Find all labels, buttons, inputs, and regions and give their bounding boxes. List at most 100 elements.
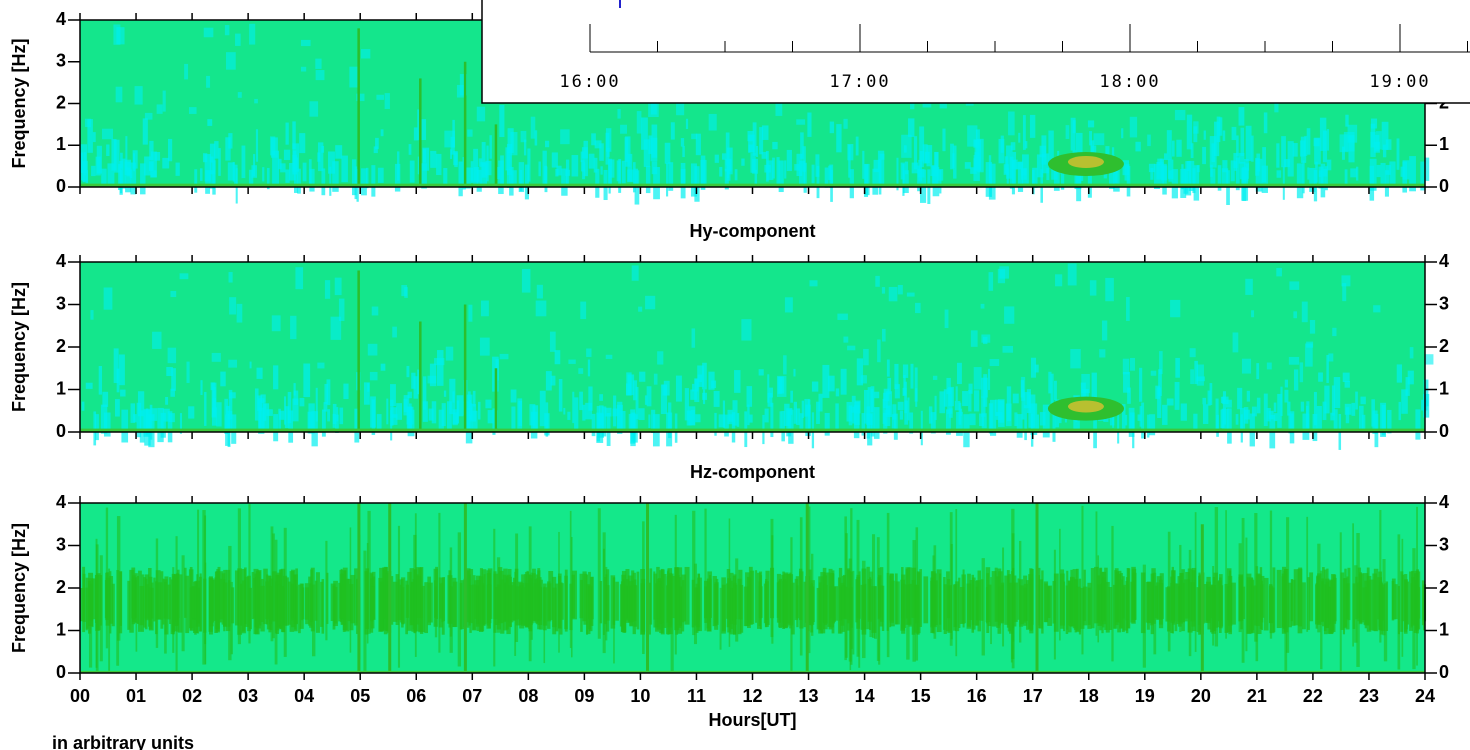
y-axis-label: Frequency [Hz]	[9, 523, 29, 653]
spectrogram-cell	[134, 86, 143, 105]
spectrogram-cell	[1309, 320, 1316, 334]
spectrogram-cell	[989, 359, 1000, 367]
spectrogram-cell	[332, 403, 337, 424]
spectrogram-cell	[102, 128, 113, 140]
spectrogram-spike	[172, 567, 175, 653]
spectrogram-cell	[1402, 160, 1410, 180]
spectrogram-cell	[1297, 568, 1303, 634]
spectrogram-cell	[1222, 391, 1227, 425]
spectrogram-cell	[1263, 393, 1268, 427]
spectrogram-cell	[917, 165, 921, 192]
spectrogram-cell	[1403, 579, 1408, 634]
spectrogram-cell	[151, 582, 154, 619]
spectrogram-spike	[366, 542, 369, 644]
spectrogram-cell	[920, 410, 923, 446]
spectrogram-cell	[288, 581, 292, 625]
spectrogram-cell	[767, 374, 770, 403]
spectrogram-cell	[492, 408, 496, 435]
spectrogram-cell	[1065, 125, 1070, 139]
spectrogram-cell	[1276, 569, 1282, 629]
spectrogram-cell	[1237, 387, 1243, 410]
spectrogram-cell	[188, 406, 195, 419]
spectrogram-cell	[922, 102, 932, 108]
spectrogram-cell	[892, 404, 897, 420]
spectrogram-cell	[864, 164, 869, 197]
spectrogram-cell	[1017, 578, 1020, 620]
spectrogram-cell	[1382, 144, 1387, 158]
spectrogram-spike	[670, 573, 674, 672]
spectrogram-cell	[1117, 413, 1120, 444]
spectrogram-cell	[956, 362, 962, 385]
spectrogram-cell	[109, 571, 112, 634]
spectrogram-event	[1067, 400, 1104, 413]
spectrogram-cell	[612, 408, 619, 417]
spectrogram-cell	[645, 295, 656, 310]
spectrogram-spike	[1010, 571, 1013, 663]
x-tick-label: 14	[855, 686, 875, 706]
spectrogram-cell	[1342, 372, 1350, 382]
spectrogram-cell	[167, 584, 171, 620]
spectrogram-cell	[1006, 386, 1012, 422]
spectrogram-cell	[539, 579, 543, 630]
spectrogram-cell	[496, 166, 501, 180]
spectrogram-cell	[103, 412, 111, 437]
spectrogram-cell	[376, 414, 382, 431]
spectrogram-cell	[909, 412, 914, 434]
spectrogram-cell	[1328, 579, 1333, 635]
spectrogram-cell	[120, 389, 126, 397]
spectrogram-cell	[1287, 582, 1292, 628]
spectrogram-cell	[621, 160, 626, 184]
spectrogram-cell	[942, 128, 946, 152]
spectrogram-spike	[558, 531, 560, 653]
spectrogram-cell	[408, 144, 412, 155]
spectrogram-panel: 0 0 1 1 2 2 3 3 4 4 Frequency [Hz] Hy-component	[9, 221, 1449, 450]
spectrogram-cell	[554, 350, 561, 365]
spectrogram-cell	[1129, 116, 1138, 138]
spectrogram-cell	[1245, 163, 1250, 171]
spectrogram-cell	[149, 161, 154, 172]
spectrogram-cell	[380, 363, 386, 371]
spectrogram-cell	[1245, 125, 1252, 161]
spectrogram-cell	[829, 121, 835, 134]
spectrogram-cell	[994, 567, 998, 622]
spectrogram-cell	[764, 408, 769, 423]
spectrogram-cell	[493, 573, 499, 619]
spectrogram-cell	[636, 571, 640, 630]
spectrogram-cell	[904, 161, 909, 175]
spectrogram-spike	[1320, 570, 1323, 670]
spectrogram-spike	[1194, 512, 1197, 652]
y-axis-label: Frequency [Hz]	[9, 38, 29, 168]
spectrogram-cell	[835, 403, 839, 431]
spectrogram-cell	[1089, 280, 1097, 296]
spectrogram-cell	[1070, 349, 1081, 369]
spectrogram-cell	[85, 170, 89, 184]
spectrogram-cell	[572, 391, 575, 424]
spectrogram-cell	[262, 403, 267, 421]
spectrogram-cell	[391, 414, 398, 425]
spectrogram-spike	[494, 368, 498, 432]
spectrogram-cell	[1210, 168, 1216, 188]
spectrogram-spike	[597, 508, 601, 639]
spectrogram-cell	[1030, 357, 1037, 378]
spectrogram-cell	[894, 384, 900, 399]
spectrogram-cell	[1058, 414, 1062, 424]
spectrogram-cell	[465, 568, 471, 623]
spectrogram-cell	[464, 414, 471, 428]
spectrogram-cell	[417, 369, 421, 395]
spectrogram-cell	[855, 136, 859, 156]
spectrogram-cell	[1023, 587, 1027, 623]
spectrogram-cell	[561, 168, 568, 196]
spectrogram-cell	[675, 375, 682, 402]
spectrogram-cell	[1281, 136, 1286, 168]
spectrogram-cell	[416, 567, 421, 632]
spectrogram-cell	[605, 354, 613, 359]
spectrogram-cell	[795, 576, 800, 619]
spectrogram-spike	[605, 566, 608, 641]
spectrogram-cell	[1002, 345, 1014, 353]
spectrogram-cell	[1385, 165, 1391, 175]
spectrogram-cell	[1065, 585, 1069, 635]
spectrogram-spike	[1241, 517, 1245, 663]
spectrogram-cell	[604, 407, 612, 417]
spectrogram-cell	[1323, 569, 1327, 632]
spectrogram-spike	[325, 540, 328, 641]
